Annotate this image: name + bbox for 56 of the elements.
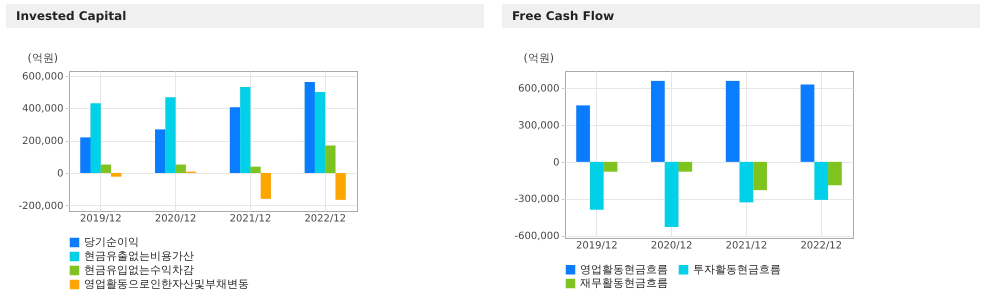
bar: [314, 92, 326, 173]
bar: [80, 137, 91, 173]
bar: [664, 162, 678, 227]
bar: [590, 162, 604, 210]
y-tick-label: 400,000: [22, 104, 64, 115]
x-tick-label: 2019/12: [80, 214, 122, 224]
x-tick-label: 2020/12: [650, 240, 692, 252]
bar: [576, 105, 590, 162]
bar: [304, 82, 315, 173]
bar: [651, 80, 665, 162]
bar: [726, 80, 740, 162]
bar: [155, 129, 166, 173]
y-tick-label: 600,000: [518, 84, 560, 95]
bar: [230, 107, 240, 173]
bar: [604, 162, 618, 172]
chart-title: Invested Capital: [6, 4, 484, 28]
legend-label: 현금유출없는비용가산: [84, 250, 194, 262]
x-tick-label: 2021/12: [230, 214, 272, 224]
y-tick-label: 600,000: [22, 71, 64, 82]
y-tick-label: -300,000: [514, 194, 560, 206]
y-tick-label: 0: [57, 168, 64, 180]
bar: [100, 164, 112, 173]
legend-label: 재무활동현금흐름: [580, 276, 668, 290]
y-tick-label: 0: [553, 157, 560, 168]
bar: [260, 172, 271, 199]
x-tick-label: 2022/12: [800, 240, 842, 252]
y-axis-title: (억원): [524, 52, 554, 64]
legend-label: 투자활동현금흐름: [693, 262, 781, 276]
bar: [250, 166, 261, 173]
bar: [753, 162, 767, 190]
legend-label: 영업활동현금흐름: [580, 262, 668, 276]
bar: [335, 172, 346, 200]
bar: [740, 162, 754, 202]
bar: [325, 145, 336, 173]
bar: [111, 172, 122, 177]
bar: [814, 162, 828, 200]
chart-title: Free Cash Flow: [502, 4, 980, 28]
y-axis-title: (억원): [28, 52, 58, 64]
legend-label: 현금유입없는수익차감: [84, 264, 194, 276]
y-tick-label: 200,000: [22, 136, 64, 148]
bar: [176, 164, 186, 173]
y-tick-label: -600,000: [514, 231, 560, 242]
bar: [90, 103, 101, 173]
bar: [240, 87, 250, 173]
x-tick-label: 2020/12: [154, 214, 196, 224]
x-tick-label: 2021/12: [726, 240, 768, 252]
bar: [828, 162, 842, 186]
bar: [165, 97, 176, 173]
x-tick-label: 2019/12: [576, 240, 618, 252]
legend-label: 당기순이익: [84, 236, 139, 248]
x-tick-label: 2022/12: [304, 214, 346, 224]
y-tick-label: -200,000: [18, 200, 64, 212]
y-tick-label: 300,000: [518, 120, 560, 132]
bar: [678, 162, 692, 172]
bar: [800, 84, 814, 162]
legend-label: 영업활동으로인한자산및부채변동: [84, 278, 249, 290]
